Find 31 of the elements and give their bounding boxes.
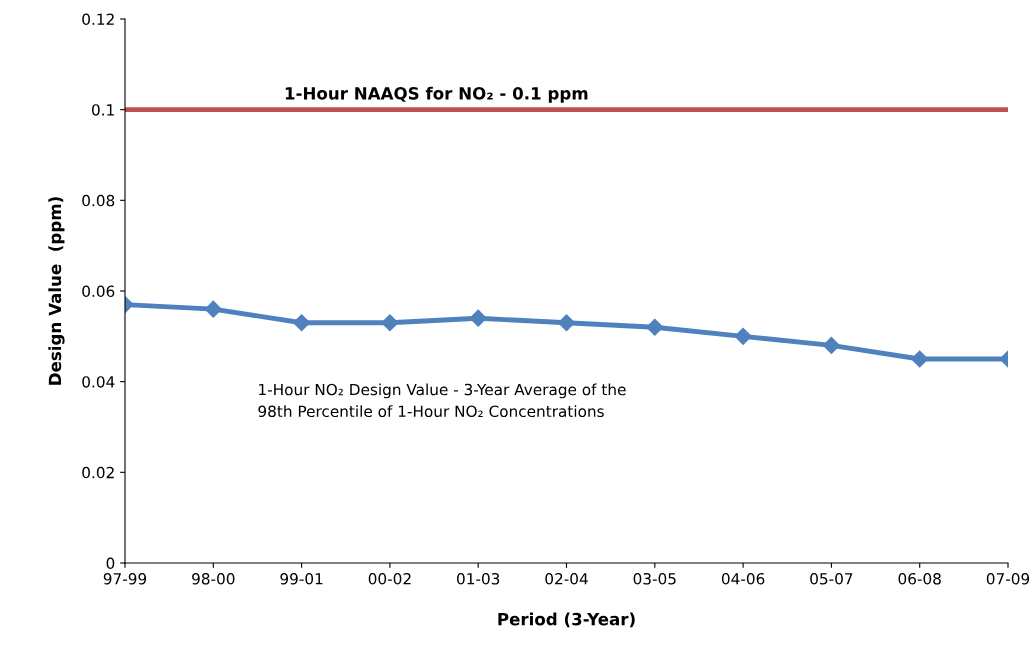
y-tick-label: 0.06	[82, 285, 115, 298]
point	[822, 336, 840, 354]
x-axis-title: Period (3-Year)	[498, 612, 635, 628]
x-tick-label: 99-01	[280, 572, 323, 585]
x-tick-label: 00-02	[368, 572, 411, 585]
y-axis-title: Design Value (ppm)	[48, 197, 65, 385]
x-tick-label: 05-07	[810, 572, 853, 585]
point	[469, 309, 487, 327]
annotation: 1-Hour NO₂ Design Value - 3-Year Average of the 98th Percentile of 1-Hour NO₂ Concentrations	[258, 383, 626, 418]
ref-line-label: 1-Hour NAAQS for NO₂ - 0.1 ppm	[285, 86, 588, 103]
x-tick-label: 04-06	[721, 572, 765, 585]
x-tick-label: 02-04	[545, 572, 588, 585]
point	[293, 314, 311, 332]
x-tick-label: 06-08	[898, 572, 941, 585]
x-tick-label: 97-99	[103, 572, 147, 585]
x-tick-label: 01-03	[457, 572, 500, 585]
y-tick-label: 0.12	[82, 13, 114, 26]
point	[734, 327, 752, 345]
y-tick-label: 0.1	[91, 104, 114, 116]
point	[911, 350, 929, 368]
point	[381, 314, 399, 332]
y-tick-label: 0	[106, 557, 115, 570]
point	[204, 300, 222, 318]
y-tick-label: 0.04	[82, 376, 115, 388]
x-tick-label: 07-09	[986, 572, 1030, 585]
point	[646, 318, 664, 336]
x-tick-label: 03-05	[633, 572, 676, 585]
x-tick-label: 98-00	[192, 572, 235, 585]
point	[557, 314, 576, 332]
y-tick-label: 0.08	[82, 194, 115, 207]
y-tick-label: 0.02	[82, 466, 114, 479]
